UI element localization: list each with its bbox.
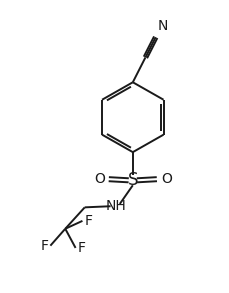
Text: S: S (128, 171, 138, 189)
Text: F: F (77, 241, 85, 255)
Text: F: F (84, 214, 92, 228)
Text: O: O (161, 172, 172, 186)
Text: N: N (158, 19, 168, 33)
Text: NH: NH (105, 199, 126, 213)
Text: O: O (94, 172, 105, 186)
Text: F: F (41, 239, 49, 253)
